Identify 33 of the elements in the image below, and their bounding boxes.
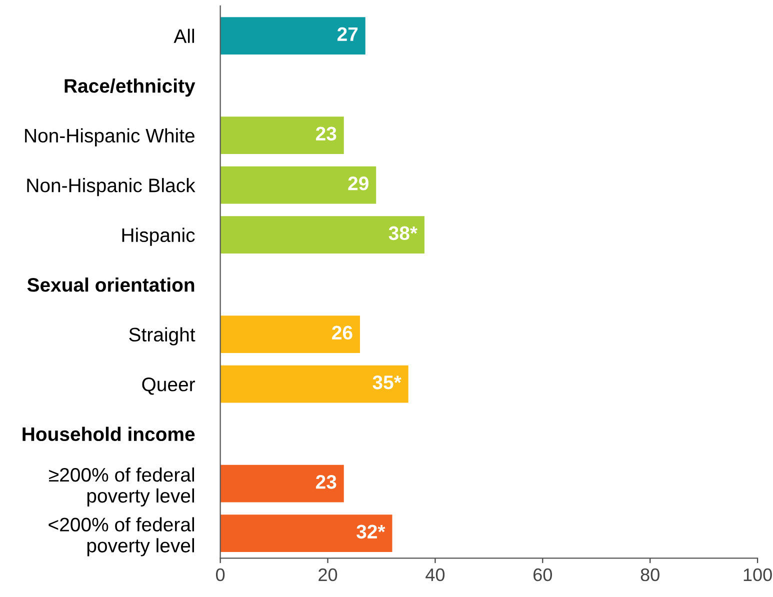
y-tick-label: <200% of federal poverty level	[48, 517, 194, 556]
y-tick-label: Sexual orientation	[27, 278, 194, 292]
data-label: 32*	[356, 524, 386, 539]
bar	[220, 514, 392, 552]
data-label: 26	[332, 326, 352, 340]
data-label: 27	[337, 27, 358, 41]
data-label: 23	[316, 475, 336, 489]
data-label: 29	[348, 176, 368, 190]
data-label: 23	[316, 126, 336, 141]
y-tick-label: All	[174, 28, 194, 43]
y-tick-label: Hispanic	[122, 228, 195, 246]
bar	[220, 464, 344, 502]
x-tick-label: 80	[640, 568, 660, 582]
x-tick-label: 20	[318, 568, 338, 582]
x-tick-label: 0	[216, 568, 225, 582]
y-tick-label: Queer	[142, 378, 195, 395]
data-label: 38*	[388, 226, 418, 240]
y-tick-label: ≥200% of federal poverty level	[49, 467, 194, 507]
bar	[220, 216, 424, 254]
x-tick-label: 60	[534, 568, 552, 582]
bar	[220, 166, 376, 204]
bar	[220, 17, 366, 54]
y-tick-label: Household income	[22, 426, 195, 442]
y-tick-label: Race/ethnicity	[64, 78, 196, 97]
data-label: 35*	[372, 376, 402, 390]
bar	[220, 116, 344, 154]
x-tick-label: 100	[744, 568, 772, 582]
x-tick-label: 40	[426, 568, 445, 582]
y-tick-label: Non-Hispanic Black	[27, 178, 196, 196]
y-tick-label: Straight	[129, 327, 196, 346]
y-tick-label: Non-Hispanic White	[25, 128, 194, 146]
bar	[220, 316, 360, 353]
bar	[220, 365, 408, 403]
